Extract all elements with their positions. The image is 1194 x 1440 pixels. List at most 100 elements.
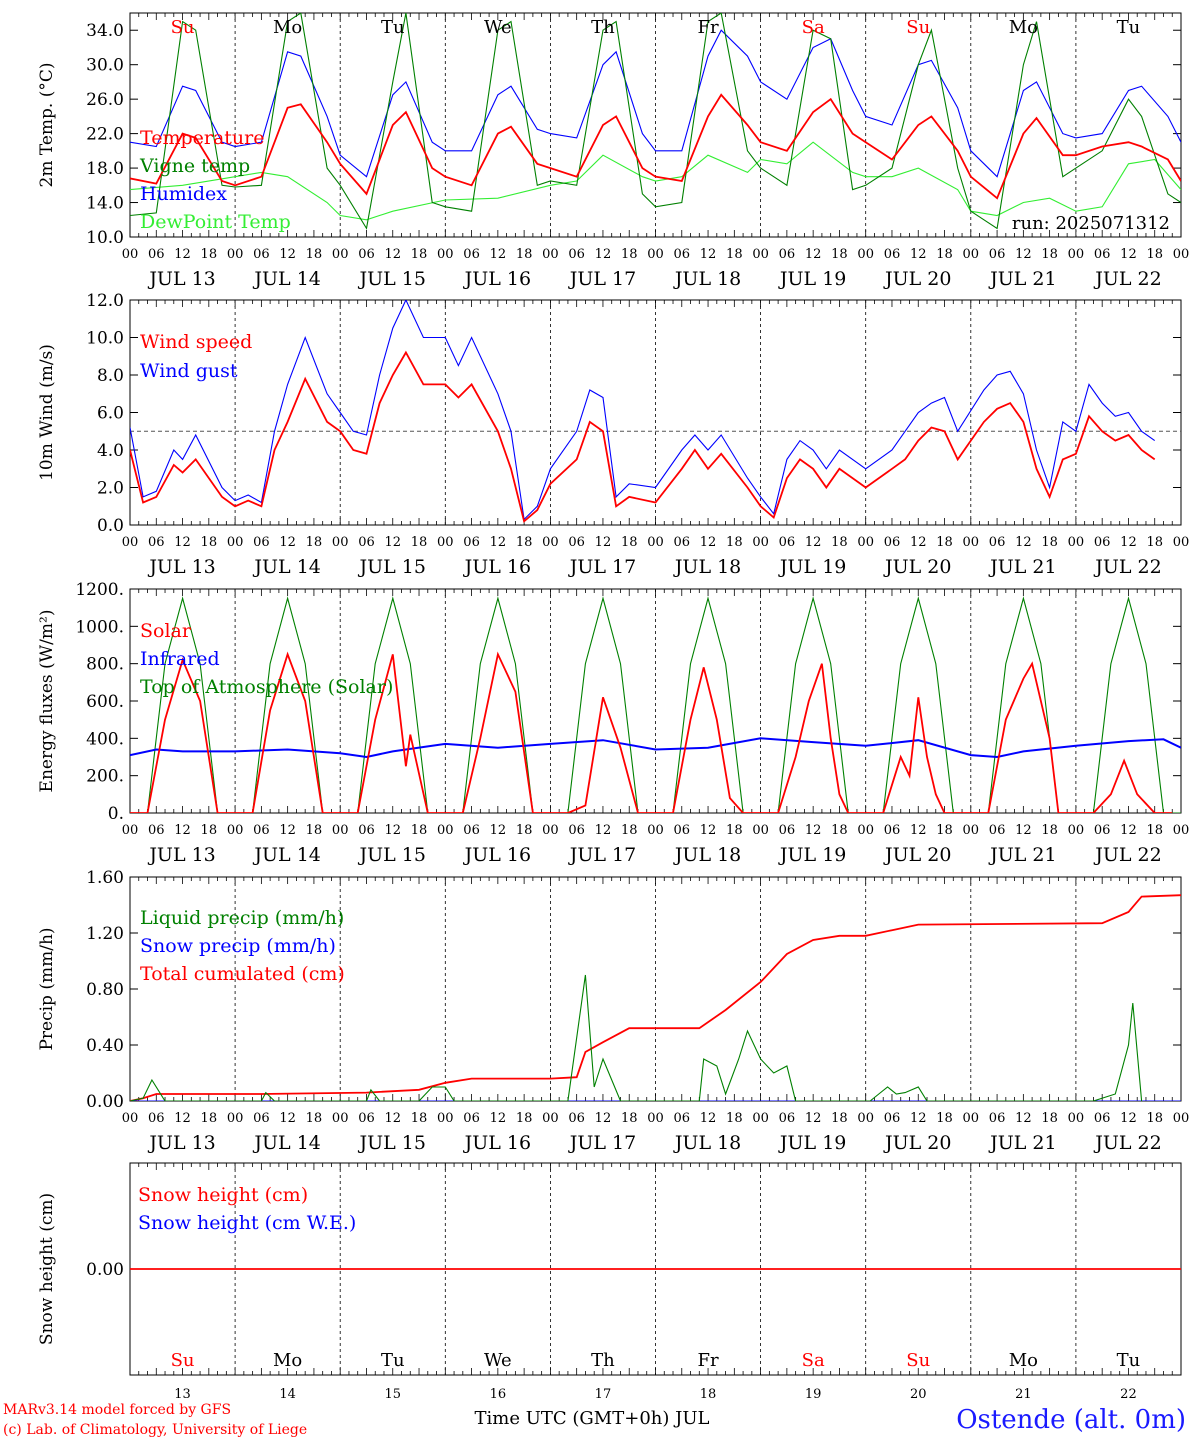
hour-tick-label: 06: [779, 247, 796, 262]
day-number-label: 21: [1015, 1387, 1032, 1402]
hour-tick-label: 06: [253, 823, 270, 838]
hour-tick-label: 18: [1146, 535, 1163, 550]
hour-tick-label: 00: [963, 823, 980, 838]
weekday-label: We: [484, 17, 512, 38]
hour-tick-label: 00: [1173, 535, 1190, 550]
date-label: JUL 22: [1093, 268, 1161, 290]
hour-tick-label: 00: [647, 1111, 664, 1126]
hour-tick-label: 00: [647, 247, 664, 262]
y-tick-label: 4.0: [97, 441, 124, 461]
hour-tick-label: 12: [384, 535, 401, 550]
date-label: JUL 16: [463, 844, 531, 866]
weekday-label: Sa: [802, 17, 825, 38]
hour-tick-label: 18: [306, 1111, 323, 1126]
hour-tick-label: 00: [1068, 1111, 1085, 1126]
hour-tick-label: 12: [910, 1111, 927, 1126]
weekday-label: Tu: [381, 17, 405, 38]
hour-tick-label: 12: [1015, 247, 1032, 262]
y-tick-label: 2.0: [97, 479, 124, 499]
plot-frame: [129, 299, 1182, 526]
y-tick-label: 0.: [108, 804, 124, 824]
date-label: JUL 21: [988, 268, 1056, 290]
legend-entry: Snow height (cm): [138, 1184, 308, 1206]
legend-entry: Solar: [140, 620, 192, 642]
hour-tick-label: 00: [122, 247, 139, 262]
hour-tick-label: 00: [1173, 247, 1190, 262]
hour-tick-label: 06: [148, 535, 165, 550]
date-label: JUL 20: [883, 556, 951, 578]
date-label: JUL 19: [778, 268, 846, 290]
hour-tick-label: 18: [306, 823, 323, 838]
date-label: JUL 19: [778, 844, 846, 866]
y-tick-label: 1200.: [75, 580, 124, 600]
hour-tick-label: 00: [857, 1111, 874, 1126]
hour-tick-label: 18: [411, 535, 428, 550]
hour-tick-label: 00: [963, 535, 980, 550]
date-label: JUL 21: [988, 556, 1056, 578]
panel-5: 0.00 Snow height (cm) Snow height (cm) Snow…: [37, 1162, 1182, 1402]
y-tick-label: 600.: [86, 692, 124, 712]
hour-tick-label: 06: [884, 823, 901, 838]
day-number-label: 13: [174, 1387, 191, 1402]
legend-entry: Snow precip (mm/h): [140, 935, 336, 957]
date-label: JUL 22: [1093, 1132, 1161, 1154]
hour-tick-label: 18: [936, 247, 953, 262]
legend-entry: Wind gust: [140, 360, 238, 382]
run-label: run: 2025071312: [1012, 213, 1170, 234]
panel-4: 0.00 0.40 0.80 1.20 1.60 Precip (mm/h) Liquid …: [37, 868, 1189, 1154]
hour-tick-label: 12: [384, 823, 401, 838]
date-label: JUL 13: [147, 556, 215, 578]
hour-tick-label: 18: [516, 247, 533, 262]
date-label: JUL 13: [147, 844, 215, 866]
weekday-label: Su: [171, 1350, 195, 1371]
hour-tick-label: 18: [306, 535, 323, 550]
date-label: JUL 14: [252, 1132, 320, 1154]
hour-tick-label: 00: [647, 823, 664, 838]
date-label: JUL 20: [883, 268, 951, 290]
hour-tick-label: 18: [936, 1111, 953, 1126]
date-label: JUL 14: [252, 556, 320, 578]
weekday-label: Th: [591, 17, 615, 38]
hour-tick-label: 18: [411, 247, 428, 262]
hour-tick-label: 00: [227, 823, 244, 838]
hour-tick-label: 12: [700, 823, 717, 838]
legend-entry: Total cumulated (cm): [140, 963, 345, 985]
credit-line-2: (c) Lab. of Climatology, University of L…: [3, 1422, 307, 1438]
hour-tick-label: 06: [148, 823, 165, 838]
y-axis-title: 2m Temp. (°C): [37, 62, 57, 187]
date-label: JUL 15: [358, 844, 426, 866]
day-number-label: 18: [700, 1387, 717, 1402]
hour-tick-label: 06: [779, 1111, 796, 1126]
hour-tick-label: 12: [700, 1111, 717, 1126]
hour-tick-label: 12: [279, 1111, 296, 1126]
y-tick-label: 10.0: [86, 329, 124, 349]
hour-tick-label: 18: [1041, 1111, 1058, 1126]
hour-tick-label: 00: [122, 535, 139, 550]
hour-tick-label: 12: [1015, 823, 1032, 838]
hour-tick-label: 06: [463, 1111, 480, 1126]
hour-tick-label: 12: [384, 247, 401, 262]
weekday-label: Mo: [273, 1350, 302, 1371]
location-label: Ostende (alt. 0m): [956, 1405, 1186, 1435]
weekday-label: Th: [591, 1350, 615, 1371]
hour-tick-label: 18: [516, 535, 533, 550]
hour-tick-label: 18: [1041, 535, 1058, 550]
y-tick-label: 0.00: [86, 1092, 124, 1112]
hour-tick-label: 12: [805, 535, 822, 550]
hour-tick-label: 00: [542, 247, 559, 262]
hour-tick-label: 00: [752, 535, 769, 550]
hour-tick-label: 06: [568, 535, 585, 550]
plot-frame: [129, 588, 1182, 814]
date-label: JUL 18: [673, 268, 741, 290]
date-label: JUL 15: [358, 1132, 426, 1154]
hour-tick-label: 06: [1094, 247, 1111, 262]
hour-tick-label: 12: [595, 535, 612, 550]
hour-tick-label: 00: [227, 535, 244, 550]
hour-tick-label: 06: [779, 535, 796, 550]
date-label: JUL 20: [883, 844, 951, 866]
hour-tick-label: 00: [437, 823, 454, 838]
series-line: [130, 93, 1181, 200]
date-label: JUL 15: [358, 268, 426, 290]
hour-tick-label: 12: [1120, 247, 1137, 262]
